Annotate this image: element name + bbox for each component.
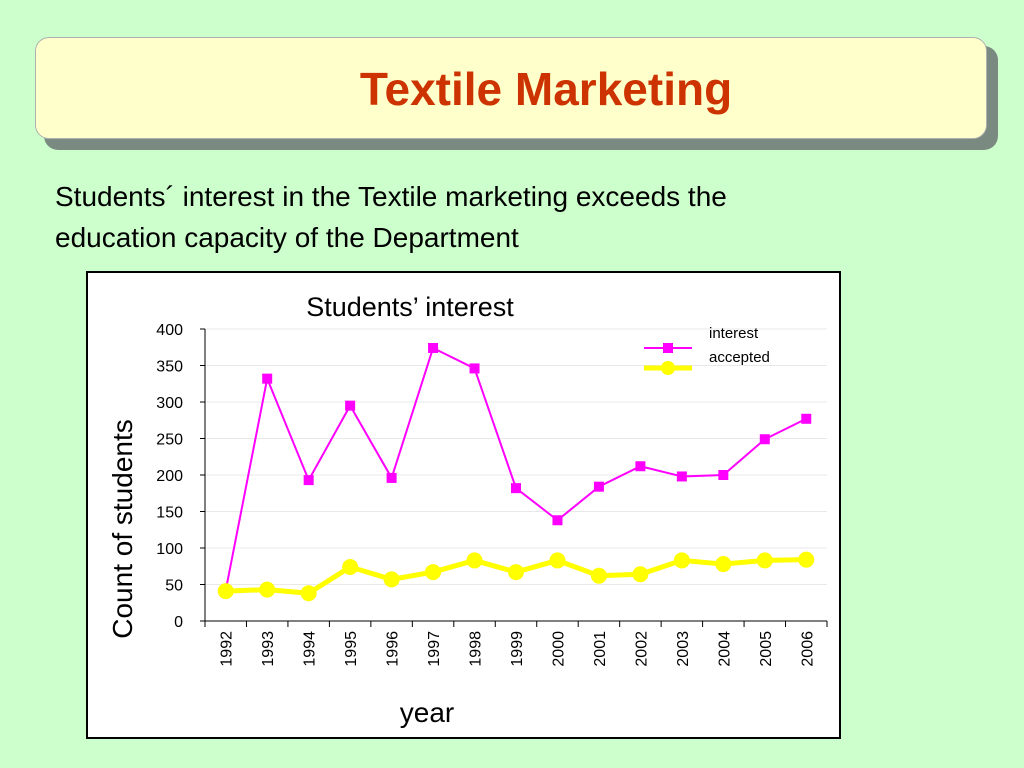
data-point-accepted xyxy=(342,558,359,575)
x-tick-label: 2000 xyxy=(550,631,567,667)
x-tick-label: 2002 xyxy=(633,631,650,667)
data-point-accepted xyxy=(756,552,773,569)
data-point-interest xyxy=(345,400,356,411)
x-tick-label: 1994 xyxy=(302,631,319,667)
line-chart: 0 50 100 150 200 250 300 350 400 1992 1993 1994 1995… xyxy=(107,292,828,728)
data-point-interest xyxy=(511,483,521,494)
data-point-accepted xyxy=(259,581,276,598)
y-tick-label: 200 xyxy=(156,468,183,485)
slide-title: Textile Marketing xyxy=(359,63,733,115)
data-point-accepted xyxy=(508,564,524,581)
x-tick-label: 2001 xyxy=(592,631,609,667)
y-tick-label: 350 xyxy=(156,359,183,376)
data-point-interest xyxy=(635,461,646,472)
legend-label-accepted: accepted xyxy=(709,349,770,366)
x-tick-label: 1995 xyxy=(343,631,360,667)
data-point-accepted xyxy=(798,551,815,568)
data-point-accepted xyxy=(673,552,690,569)
data-point-interest xyxy=(593,481,604,492)
data-point-interest xyxy=(718,470,729,480)
chart-frame: 0 50 100 150 200 250 300 350 400 1992 1993 1994 1995… xyxy=(86,271,841,739)
x-tick-label: 1999 xyxy=(509,631,526,667)
legend-marker-accepted xyxy=(661,361,675,375)
x-tick-label: 2005 xyxy=(758,631,775,667)
y-tick-label: 0 xyxy=(174,614,183,631)
data-point-interest xyxy=(552,515,563,526)
x-tick-label: 1998 xyxy=(468,631,485,667)
data-point-interest xyxy=(386,472,397,483)
data-point-interest xyxy=(303,475,314,486)
data-point-interest xyxy=(759,434,770,445)
data-point-interest xyxy=(801,413,812,424)
intro-line-1: Students´ interest in the Textile market… xyxy=(55,181,727,212)
data-point-accepted xyxy=(425,564,442,581)
legend-marker-interest xyxy=(663,343,673,353)
data-point-accepted xyxy=(549,552,566,569)
x-tick-label: 2006 xyxy=(799,631,816,667)
data-point-accepted xyxy=(383,571,400,588)
y-tick-label: 300 xyxy=(156,395,183,412)
data-point-accepted xyxy=(300,585,317,602)
y-tick-label: 400 xyxy=(156,322,183,339)
data-point-interest xyxy=(676,471,687,482)
data-point-interest xyxy=(469,363,480,374)
y-tick-label: 150 xyxy=(156,505,183,522)
title-box: Textile Marketing xyxy=(35,37,987,139)
x-tick-label: 1997 xyxy=(426,631,443,667)
intro-text: Students´ interest in the Textile market… xyxy=(55,176,955,258)
y-axis-label: Count of students xyxy=(107,419,138,638)
x-tick-label: 2004 xyxy=(716,631,733,667)
data-point-accepted xyxy=(632,566,649,583)
y-tick-label: 50 xyxy=(165,578,183,595)
data-point-interest xyxy=(262,373,273,384)
data-point-interest xyxy=(428,342,439,353)
data-point-accepted xyxy=(466,552,483,569)
y-tick-label: 100 xyxy=(156,541,183,558)
x-tick-label: 2003 xyxy=(675,631,692,667)
data-point-accepted xyxy=(590,567,607,584)
legend-label-interest: interest xyxy=(709,325,759,342)
x-tick-label: 1993 xyxy=(260,631,277,667)
x-tick-label: 1996 xyxy=(385,631,402,667)
data-point-accepted xyxy=(715,556,732,573)
x-axis-label: year xyxy=(400,697,454,728)
data-point-accepted xyxy=(217,583,234,600)
y-tick-label: 250 xyxy=(156,432,183,449)
chart-title: Students’ interest xyxy=(306,292,514,322)
intro-line-2: education capacity of the Department xyxy=(55,222,519,253)
x-tick-label: 1992 xyxy=(219,631,236,667)
series-line-interest xyxy=(224,346,807,591)
